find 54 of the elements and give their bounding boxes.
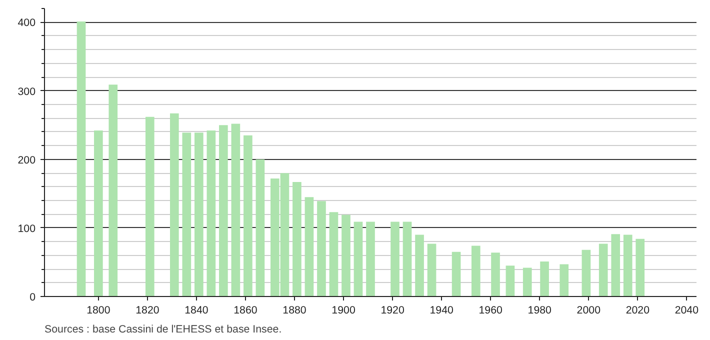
- bar: [292, 182, 302, 296]
- x-tick-label: 1880: [282, 304, 306, 316]
- x-tick-label: 2020: [626, 304, 650, 316]
- x-tick-label: 1900: [332, 304, 356, 316]
- bar: [636, 238, 645, 296]
- bar: [522, 268, 532, 296]
- bar: [611, 234, 620, 296]
- x-tick-label: 1820: [136, 304, 160, 316]
- bar: [317, 201, 326, 296]
- bar: [540, 262, 549, 296]
- bar: [427, 244, 436, 296]
- bar: [206, 130, 216, 296]
- y-tick-label: 300: [18, 86, 36, 98]
- x-tick-label: 1800: [86, 304, 110, 316]
- bar: [94, 130, 103, 296]
- bar: [366, 222, 375, 296]
- bar: [108, 84, 118, 296]
- y-tick-label: 0: [30, 292, 36, 304]
- x-tick-label: 2000: [576, 304, 601, 316]
- bar: [390, 222, 400, 296]
- x-tick-label: 1960: [478, 304, 503, 316]
- y-tick-label: 100: [18, 222, 36, 235]
- source-note: Sources : base Cassini de l'EHESS et base Insee.: [44, 324, 282, 336]
- bar: [506, 266, 515, 296]
- bar: [354, 222, 363, 296]
- bar: [194, 132, 204, 296]
- x-tick-label: 2040: [674, 304, 699, 316]
- x-tick-label: 1840: [184, 304, 208, 316]
- bar: [415, 234, 424, 296]
- bar: [452, 252, 461, 296]
- bar: [560, 264, 569, 296]
- bar: [598, 244, 608, 296]
- bar: [145, 116, 154, 296]
- bar: [304, 197, 314, 296]
- bar: [471, 246, 480, 296]
- bar: [256, 159, 265, 296]
- bar: [170, 113, 179, 296]
- x-tick-label: 1940: [430, 304, 454, 316]
- x-tick-label: 1980: [528, 304, 552, 316]
- bar: [244, 135, 252, 296]
- x-tick-label: 1860: [234, 304, 258, 316]
- bar: [623, 234, 632, 296]
- bar: [182, 132, 192, 296]
- bar: [582, 250, 591, 296]
- y-tick-label: 400: [18, 17, 36, 30]
- bar: [219, 125, 228, 296]
- bar: [231, 124, 240, 296]
- bar: [76, 22, 86, 296]
- bar: [402, 222, 412, 296]
- bar: [342, 214, 350, 296]
- bar: [491, 252, 500, 296]
- bar: [329, 212, 338, 296]
- y-tick-label: 200: [18, 154, 36, 166]
- x-tick-label: 1920: [380, 304, 404, 316]
